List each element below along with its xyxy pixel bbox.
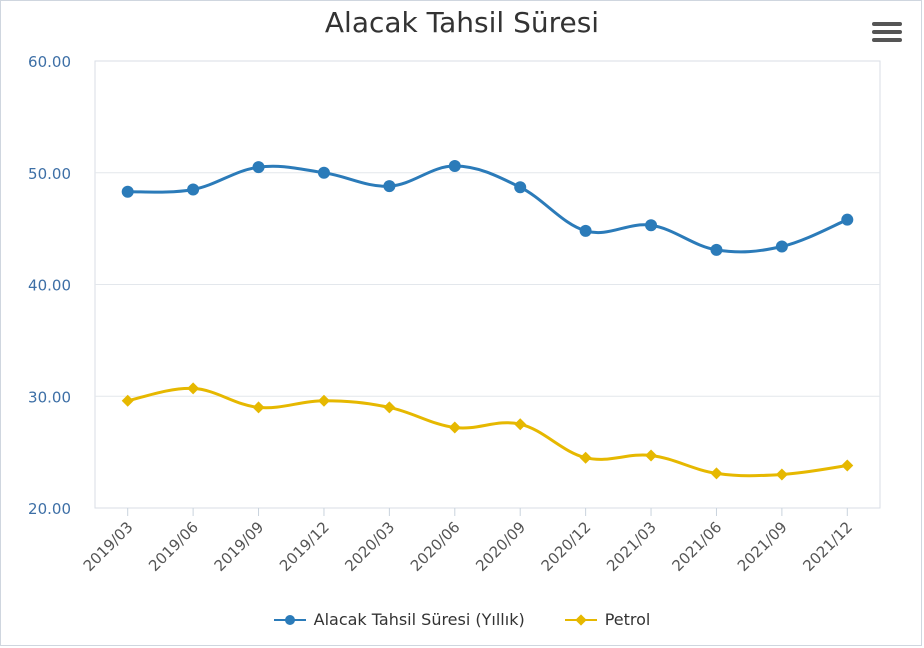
- series-line-1: [127, 164, 848, 254]
- legend-marker-circle-icon: [273, 613, 306, 627]
- data-point-series-1: [710, 243, 723, 256]
- data-point-series-2: [383, 401, 396, 414]
- x-tick-label: 2019/09: [211, 518, 268, 575]
- x-tick-label: 2019/06: [145, 518, 202, 575]
- data-point-series-2: [448, 421, 461, 434]
- data-point-series-1: [383, 180, 396, 193]
- data-point-series-1: [645, 219, 658, 232]
- y-tick-label: 40.00: [28, 277, 71, 295]
- x-tick-label: 2021/03: [603, 518, 660, 575]
- data-point-series-1: [579, 224, 592, 237]
- data-point-series-1: [448, 160, 461, 173]
- data-point-series-2: [710, 467, 723, 480]
- data-point-series-1: [514, 181, 527, 194]
- data-point-series-2: [187, 382, 200, 395]
- legend: Alacak Tahsil Süresi (Yıllık) Petrol: [0, 610, 924, 629]
- x-tick-label: 2021/12: [799, 518, 856, 575]
- data-point-series-2: [121, 394, 134, 407]
- data-point-series-1: [317, 166, 330, 179]
- data-point-series-2: [645, 449, 658, 462]
- data-point-series-2: [775, 468, 788, 481]
- legend-label: Alacak Tahsil Süresi (Yıllık): [313, 610, 525, 629]
- data-point-series-2: [317, 394, 330, 407]
- x-tick-label: 2019/12: [276, 518, 333, 575]
- data-point-series-2: [841, 459, 854, 472]
- y-tick-label: 60.00: [28, 53, 71, 71]
- x-tick-label: 2021/09: [734, 518, 791, 575]
- x-tick-label: 2020/03: [341, 518, 398, 575]
- data-point-series-2: [252, 401, 265, 414]
- hamburger-menu-icon[interactable]: [872, 22, 902, 46]
- data-point-series-1: [121, 185, 134, 198]
- x-tick-label: 2020/12: [538, 518, 595, 575]
- legend-item-series-1[interactable]: Alacak Tahsil Süresi (Yıllık): [273, 610, 525, 629]
- y-tick-label: 30.00: [28, 388, 71, 406]
- x-tick-label: 2021/06: [668, 518, 725, 575]
- x-tick-label: 2019/03: [80, 518, 137, 575]
- series-line-2: [127, 386, 848, 478]
- legend-item-series-2[interactable]: Petrol: [564, 610, 651, 629]
- y-tick-label: 50.00: [28, 165, 71, 183]
- y-tick-label: 20.00: [28, 500, 71, 518]
- data-point-series-1: [775, 240, 788, 253]
- data-point-series-2: [514, 418, 527, 431]
- chart-title: Alacak Tahsil Süresi: [324, 6, 600, 39]
- data-point-series-1: [187, 183, 200, 196]
- legend-label: Petrol: [604, 610, 651, 629]
- x-tick-label: 2020/09: [472, 518, 529, 575]
- data-point-series-2: [579, 451, 592, 464]
- data-point-series-1: [252, 161, 265, 174]
- x-tick-label: 2020/06: [407, 518, 464, 575]
- data-point-series-1: [841, 213, 854, 226]
- legend-marker-diamond-icon: [564, 613, 597, 627]
